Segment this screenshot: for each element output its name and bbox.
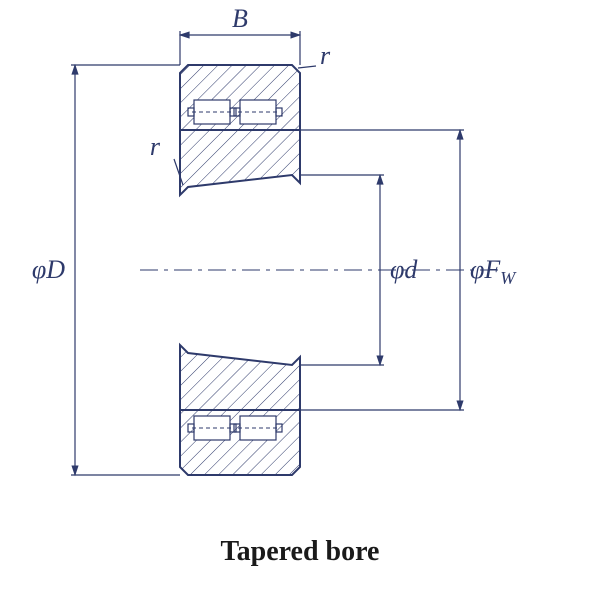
diagram-title: Tapered bore [221, 536, 380, 567]
inner-race-bot [180, 345, 300, 410]
label-phiD: φD [32, 255, 65, 284]
label-r-outer: r [320, 41, 331, 70]
label-phiFw: φFW [470, 255, 517, 288]
label-B: B [232, 4, 248, 33]
bearing-diagram: BφD φd φFW r r Tapered bore [0, 0, 600, 600]
inner-race-top [180, 130, 300, 195]
label-r-inner: r [150, 132, 161, 161]
label-phid: φd [390, 255, 418, 284]
